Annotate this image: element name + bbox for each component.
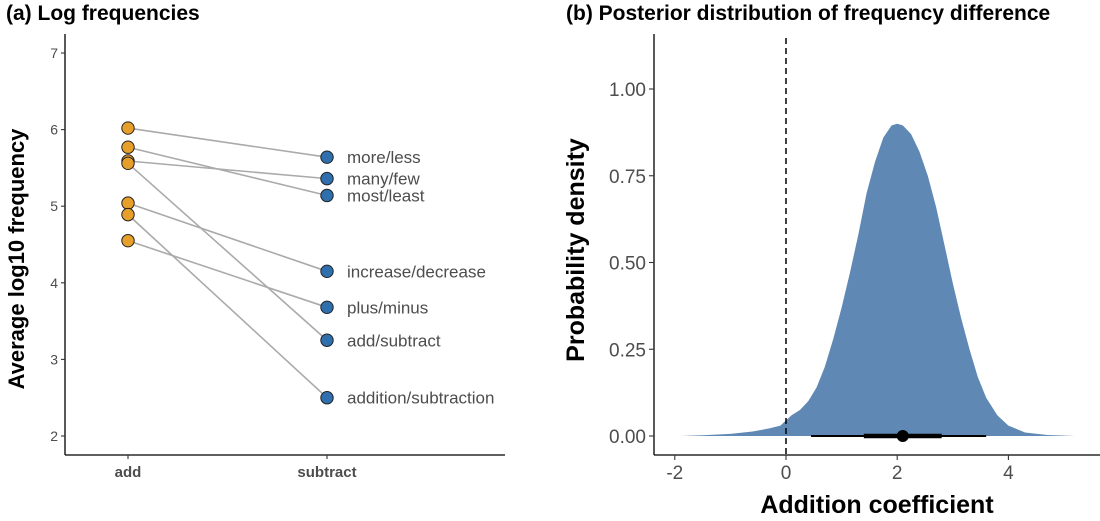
y-tick-label: 0.00	[609, 427, 646, 448]
pair-line	[127, 146, 328, 197]
density-area	[680, 123, 1076, 436]
add-point	[121, 121, 135, 135]
panel-a-slopegraph: (a) Log frequencies Average log10 freque…	[4, 2, 505, 481]
x-tick-label: -2	[666, 463, 683, 484]
y-tick-label: 4	[50, 275, 58, 291]
pair-label: many/few	[347, 170, 420, 189]
pair-line	[127, 239, 328, 309]
pair-label: addition/subtraction	[347, 389, 494, 408]
panel-a-y-axis-title: Average log10 frequency	[4, 128, 29, 390]
x-tick-label-add: add	[115, 464, 142, 481]
add-point	[121, 196, 135, 210]
point-estimate	[896, 430, 909, 442]
y-tick-label: 3	[50, 351, 58, 367]
add-point	[121, 233, 135, 248]
pair-label: more/less	[347, 148, 421, 167]
subtract-point	[320, 264, 334, 279]
subtract-point	[320, 171, 334, 186]
panel-b-title: (b) Posterior distribution of frequency …	[566, 2, 1050, 25]
y-tick-label: 0.75	[609, 167, 646, 188]
add-point	[121, 140, 135, 154]
pair-line	[127, 162, 328, 341]
subtract-point	[320, 391, 334, 405]
panel-b-x-axis-title: Addition coefficient	[760, 491, 994, 519]
pair-line	[127, 214, 328, 399]
subtract-point	[320, 333, 334, 347]
pair-label: most/least	[347, 186, 425, 205]
y-tick-label: 6	[50, 122, 58, 138]
panel-a-title: (a) Log frequencies	[6, 2, 200, 25]
pair-line	[127, 127, 328, 158]
panel-b-density: (b) Posterior distribution of frequency …	[562, 2, 1100, 519]
x-tick-label: 2	[892, 463, 903, 484]
add-point	[121, 207, 135, 222]
x-tick-label-subtract: subtract	[297, 464, 356, 481]
subtract-point	[320, 150, 334, 164]
pair-label: increase/decrease	[347, 262, 486, 281]
y-tick-label: 0.50	[609, 254, 646, 275]
x-tick-label: 0	[781, 463, 792, 484]
pair-line	[127, 160, 328, 180]
pair-label: add/subtract	[347, 331, 441, 350]
y-tick-label: 5	[50, 198, 58, 214]
x-tick-label: 4	[1003, 463, 1014, 484]
y-tick-label: 7	[50, 45, 58, 61]
subtract-point	[320, 300, 334, 315]
pair-line	[127, 202, 328, 273]
panel-b-y-axis-title: Probability density	[562, 138, 590, 362]
y-tick-label: 1.00	[609, 80, 646, 101]
y-tick-label: 0.25	[609, 340, 646, 361]
pair-label: plus/minus	[347, 298, 428, 317]
subtract-point	[320, 188, 334, 203]
add-point	[121, 156, 135, 171]
y-tick-label: 2	[50, 428, 58, 444]
